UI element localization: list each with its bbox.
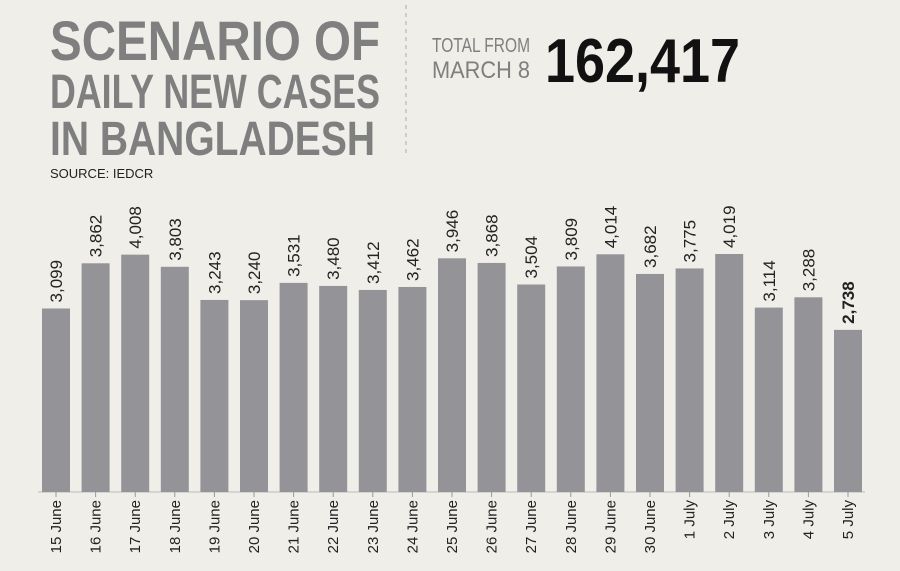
value-label: 3,775 (681, 220, 700, 263)
value-label: 3,462 (403, 238, 422, 281)
x-tick-label: 27 June (523, 500, 540, 553)
value-label: 3,243 (205, 251, 224, 294)
x-tick-label: 1 July (682, 500, 699, 540)
x-tick-label: 24 June (404, 500, 421, 553)
x-tick-label: 28 June (563, 500, 580, 553)
chart-title: DAILY NEW CASES (50, 66, 380, 119)
bar (636, 273, 664, 492)
x-tick-label: 29 June (602, 500, 619, 553)
value-label: 2,738 (839, 281, 858, 324)
value-label: 3,099 (47, 260, 66, 303)
value-label: 3,946 (443, 210, 462, 253)
chart-title: SCENARIO OF (50, 9, 380, 72)
x-tick-label: 17 June (127, 500, 144, 553)
source: SOURCE: IEDCR (50, 166, 153, 181)
bar (517, 284, 546, 492)
value-label: 3,531 (285, 234, 304, 277)
chart-title: IN BANGLADESH (50, 113, 375, 166)
value-label: 4,008 (126, 206, 145, 249)
value-label: 3,114 (760, 260, 779, 301)
bar (596, 254, 625, 492)
value-label: 3,682 (641, 225, 660, 268)
x-tick-label: 30 June (642, 500, 659, 553)
bar (200, 299, 229, 492)
value-label: 3,504 (522, 236, 541, 279)
x-tick-label: 5 July (840, 500, 857, 540)
value-label: 4,014 (601, 206, 620, 249)
bar (398, 286, 427, 492)
bar (438, 258, 466, 492)
bar (834, 329, 862, 492)
x-tick-label: 4 July (800, 500, 817, 540)
bar (675, 268, 704, 492)
bar (477, 262, 506, 492)
x-tick-label: 15 June (48, 500, 65, 553)
bar (358, 289, 387, 492)
x-tick-label: 22 June (325, 500, 342, 553)
x-tick-label: 2 July (721, 500, 738, 540)
bar (81, 263, 110, 492)
x-tick-label: 18 June (167, 500, 184, 553)
x-tick-label: 25 June (444, 500, 461, 553)
x-tick-label: 23 June (365, 500, 382, 553)
bar (794, 297, 823, 492)
bar (121, 254, 150, 492)
value-label: 3,803 (166, 218, 185, 261)
bar (160, 266, 189, 492)
x-tick-label: 3 July (761, 500, 778, 540)
bar (715, 254, 744, 492)
x-tick-label: 26 June (484, 500, 501, 553)
bar (754, 307, 783, 492)
bar (240, 300, 268, 492)
x-tick-label: 20 June (246, 500, 263, 553)
bar (556, 266, 585, 492)
value-label: 3,809 (562, 218, 581, 261)
value-label: 3,288 (799, 249, 818, 292)
total-label: TOTAL FROM (432, 35, 530, 57)
value-label: 3,240 (245, 252, 264, 295)
value-label: 3,412 (364, 241, 383, 284)
value-label: 3,868 (483, 214, 502, 257)
bar (279, 282, 308, 492)
bar (42, 308, 70, 492)
x-tick-label: 21 June (286, 500, 303, 553)
value-label: 4,019 (720, 205, 739, 248)
x-tick-label: 19 June (206, 500, 223, 553)
total-value: 162,417 (545, 27, 740, 96)
total-label: MARCH 8 (432, 57, 530, 84)
value-label: 3,480 (324, 237, 343, 280)
x-tick-label: 16 June (88, 500, 105, 553)
value-label: 3,862 (87, 215, 106, 258)
bar (319, 285, 348, 492)
